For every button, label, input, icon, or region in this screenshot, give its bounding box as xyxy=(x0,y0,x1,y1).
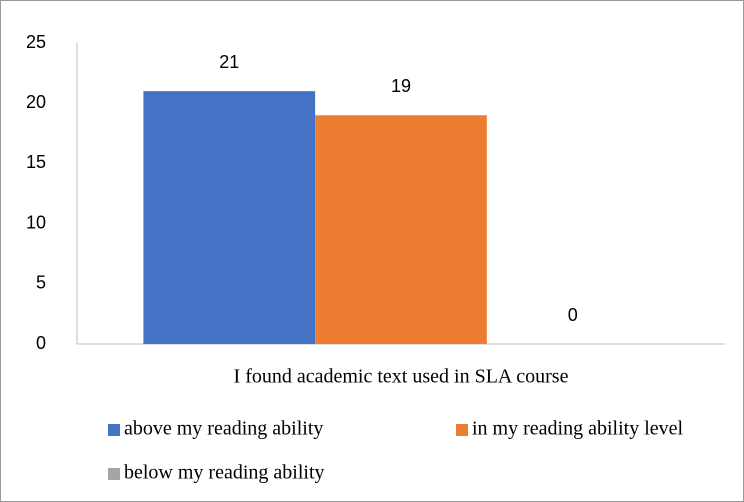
legend-swatch xyxy=(456,424,468,436)
y-tick-label: 5 xyxy=(36,273,46,293)
y-tick-label: 15 xyxy=(26,152,46,172)
legend-label: above my reading ability xyxy=(124,418,323,440)
y-tick-label: 25 xyxy=(26,32,46,52)
data-label: 0 xyxy=(568,305,578,325)
data-label: 19 xyxy=(391,76,411,96)
y-tick-label: 20 xyxy=(26,92,46,112)
x-tick-label: I found academic text used in SLA course xyxy=(234,366,569,388)
legend-swatch xyxy=(108,424,120,436)
y-tick-label: 10 xyxy=(26,212,46,232)
y-tick-label: 0 xyxy=(36,333,46,353)
legend-label: in my reading ability level xyxy=(472,418,683,440)
data-label: 21 xyxy=(219,52,239,72)
bar xyxy=(143,91,316,344)
bar xyxy=(315,115,487,345)
legend-swatch xyxy=(108,468,120,480)
legend-label: below my reading ability xyxy=(124,462,325,484)
